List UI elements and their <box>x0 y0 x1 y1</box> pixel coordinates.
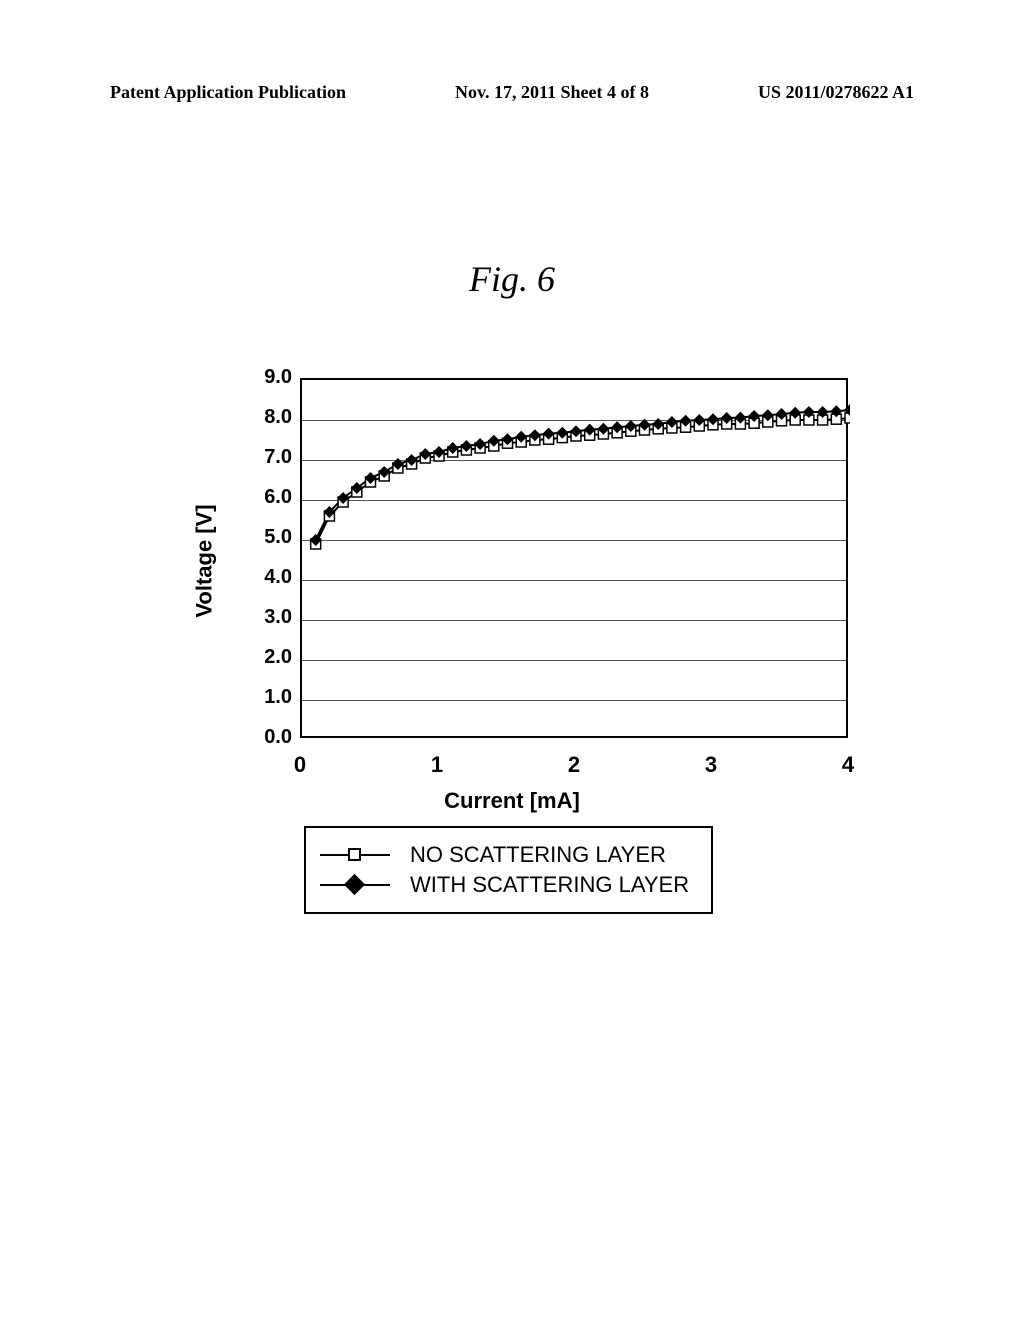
x-axis-label: Current [mA] <box>100 788 924 814</box>
y-tick-label: 5.0 <box>242 526 292 549</box>
legend-marker-diamond <box>320 873 390 897</box>
x-tick-label: 3 <box>696 752 726 778</box>
y-tick-label: 1.0 <box>242 686 292 709</box>
page: Patent Application Publication Nov. 17, … <box>0 0 1024 1320</box>
figure-title: Fig. 6 <box>0 258 1024 300</box>
legend-item-no-scatter: NO SCATTERING LAYER <box>320 842 689 868</box>
y-tick-label: 4.0 <box>242 566 292 589</box>
y-tick-label: 8.0 <box>242 406 292 429</box>
x-tick-label: 4 <box>833 752 863 778</box>
page-header: Patent Application Publication Nov. 17, … <box>0 82 1024 103</box>
header-left: Patent Application Publication <box>110 82 346 103</box>
y-tick-label: 0.0 <box>242 726 292 749</box>
legend-item-with-scatter: WITH SCATTERING LAYER <box>320 872 689 898</box>
y-tick-label: 7.0 <box>242 446 292 469</box>
plot-area <box>300 378 848 738</box>
legend-label: WITH SCATTERING LAYER <box>410 872 689 898</box>
header-mid: Nov. 17, 2011 Sheet 4 of 8 <box>455 82 649 103</box>
legend: NO SCATTERING LAYER WITH SCATTERING LAYE… <box>304 826 713 914</box>
y-tick-label: 3.0 <box>242 606 292 629</box>
y-tick-label: 6.0 <box>242 486 292 509</box>
y-tick-label: 2.0 <box>242 646 292 669</box>
plot-svg <box>302 380 850 740</box>
x-tick-label: 2 <box>559 752 589 778</box>
y-tick-label: 9.0 <box>242 366 292 389</box>
header-right: US 2011/0278622 A1 <box>758 82 914 103</box>
legend-label: NO SCATTERING LAYER <box>410 842 666 868</box>
x-tick-label: 0 <box>285 752 315 778</box>
chart: Voltage [V] 0.0 1.0 2.0 3.0 4.0 5.0 6.0 7.0 8.0 9… <box>100 360 924 980</box>
legend-marker-square <box>320 843 390 867</box>
y-axis-label: Voltage [V] <box>192 504 218 617</box>
x-tick-label: 1 <box>422 752 452 778</box>
